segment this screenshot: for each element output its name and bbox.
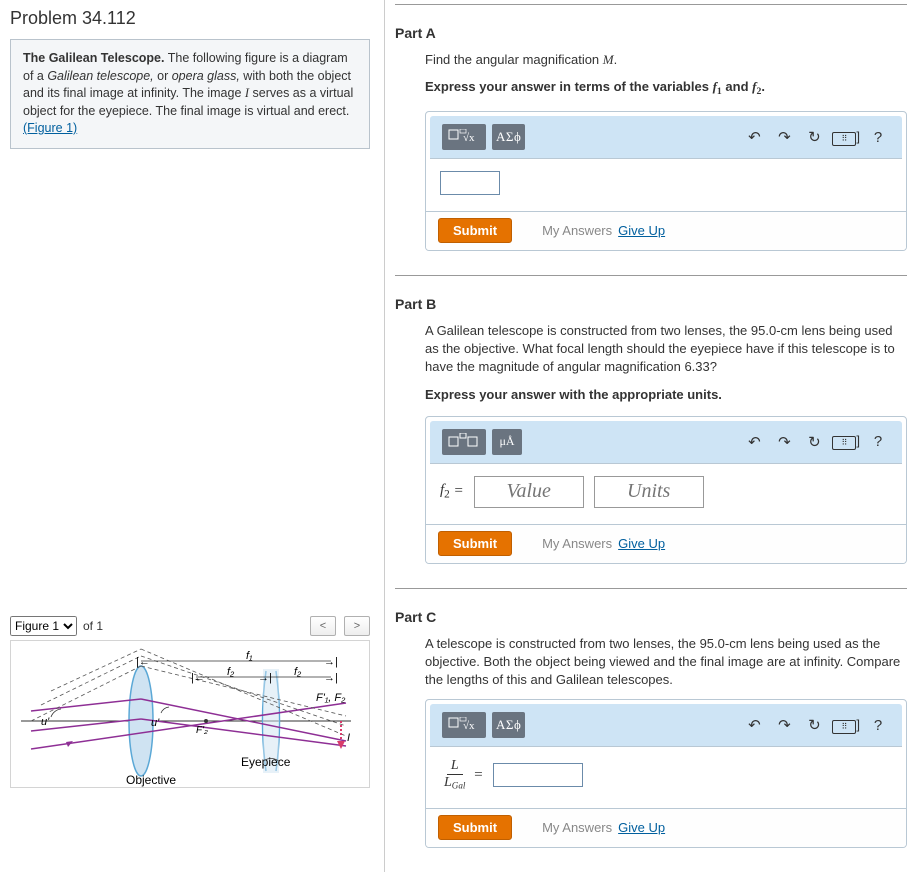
- help-button[interactable]: ?: [866, 431, 890, 453]
- template-button[interactable]: √x: [442, 124, 486, 150]
- svg-text:√x: √x: [463, 720, 475, 732]
- fraction-denominator: LGal: [440, 775, 469, 791]
- reset-button[interactable]: ↻: [802, 431, 826, 453]
- question-text: .: [614, 52, 618, 67]
- answer-panel-b: μÅ ↶ ↷ ↻ ⠿] ? f2 = Submit: [425, 416, 907, 564]
- template-button[interactable]: √x: [442, 712, 486, 738]
- svg-text:u': u': [151, 717, 160, 729]
- intro-heading: The Galilean Telescope.: [23, 51, 165, 65]
- bracket-icon: ]: [856, 129, 860, 144]
- svg-text:F'₂: F'₂: [196, 725, 208, 736]
- give-up-link[interactable]: Give Up: [618, 223, 665, 238]
- lhs-label: f2 =: [440, 482, 464, 500]
- submit-button[interactable]: Submit: [438, 815, 512, 840]
- part-b-question: A Galilean telescope is constructed from…: [425, 322, 907, 377]
- svg-text:Eyepiece: Eyepiece: [241, 755, 291, 769]
- instr-text: .: [761, 79, 765, 94]
- svg-text:→|: →|: [258, 672, 272, 684]
- svg-text:I: I: [347, 732, 350, 744]
- part-a-title: Part A: [395, 25, 907, 41]
- answer-input[interactable]: [493, 763, 583, 787]
- frac-den-var: L: [444, 775, 452, 790]
- give-up-link[interactable]: Give Up: [618, 536, 665, 551]
- keyboard-icon[interactable]: ⠿]: [832, 129, 860, 146]
- undo-button[interactable]: ↶: [742, 126, 766, 148]
- svg-text:f₂: f₂: [294, 666, 302, 678]
- svg-text:√x: √x: [463, 132, 475, 144]
- figure-next-button[interactable]: >: [344, 616, 370, 636]
- part-a-instruction: Express your answer in terms of the vari…: [425, 79, 907, 97]
- instr-text: and: [722, 79, 752, 94]
- figure-link[interactable]: (Figure 1): [23, 121, 77, 135]
- my-answers-link[interactable]: My Answers: [542, 223, 612, 238]
- svg-text:u': u': [41, 716, 50, 728]
- svg-text:|←: |←: [136, 656, 150, 668]
- greek-button[interactable]: ΑΣϕ: [492, 712, 525, 738]
- question-text: Find the angular magnification: [425, 52, 603, 67]
- part-b-instruction: Express your answer with the appropriate…: [425, 387, 907, 402]
- give-up-link[interactable]: Give Up: [618, 820, 665, 835]
- variable-m: M: [603, 52, 614, 67]
- intro-italic: Galilean telescope,: [47, 69, 153, 83]
- help-button[interactable]: ?: [866, 714, 890, 736]
- redo-button[interactable]: ↷: [772, 714, 796, 736]
- template-button[interactable]: [442, 429, 486, 455]
- submit-button[interactable]: Submit: [438, 531, 512, 556]
- variable-f2: f2: [752, 79, 761, 94]
- redo-button[interactable]: ↷: [772, 126, 796, 148]
- answer-input[interactable]: [440, 171, 500, 195]
- undo-button[interactable]: ↶: [742, 431, 766, 453]
- help-button[interactable]: ?: [866, 126, 890, 148]
- undo-button[interactable]: ↶: [742, 714, 766, 736]
- figure-diagram: |← →| f₁ |← →| →| f₂ f₂ F'₁, F₂ F'₂ u' u' I: [10, 640, 370, 788]
- bracket-icon: ]: [856, 717, 860, 732]
- submit-button[interactable]: Submit: [438, 218, 512, 243]
- svg-text:f₁: f₁: [246, 650, 253, 662]
- fraction-numerator: L: [447, 759, 463, 775]
- figure-count: of 1: [83, 619, 103, 633]
- keyboard-icon[interactable]: ⠿]: [832, 717, 860, 734]
- value-input[interactable]: [474, 476, 584, 508]
- intro-text: or: [154, 69, 172, 83]
- svg-text:→|: →|: [324, 672, 338, 684]
- my-answers-link[interactable]: My Answers: [542, 536, 612, 551]
- lhs-fraction: LLGal =: [440, 759, 483, 791]
- units-input[interactable]: [594, 476, 704, 508]
- intro-italic: opera glass,: [172, 69, 240, 83]
- reset-button[interactable]: ↻: [802, 126, 826, 148]
- svg-text:|←: |←: [191, 672, 205, 684]
- my-answers-link[interactable]: My Answers: [542, 820, 612, 835]
- instr-text: Express your answer in terms of the vari…: [425, 79, 713, 94]
- answer-panel-a: √x ΑΣϕ ↶ ↷ ↻ ⠿] ? Submit: [425, 111, 907, 251]
- units-button[interactable]: μÅ: [492, 429, 522, 455]
- svg-text:f₂: f₂: [227, 666, 235, 678]
- svg-text:F'₁, F₂: F'₁, F₂: [316, 692, 346, 704]
- bracket-icon: ]: [856, 433, 860, 448]
- part-b-title: Part B: [395, 296, 907, 312]
- answer-panel-c: √x ΑΣϕ ↶ ↷ ↻ ⠿] ? LLGal =: [425, 699, 907, 847]
- svg-text:→|: →|: [324, 656, 338, 668]
- reset-button[interactable]: ↻: [802, 714, 826, 736]
- frac-den-sub: Gal: [452, 781, 466, 791]
- variable-f1: f1: [713, 79, 722, 94]
- figure-selector[interactable]: Figure 1: [10, 616, 77, 636]
- keyboard-icon[interactable]: ⠿]: [832, 433, 860, 450]
- problem-intro: The Galilean Telescope. The following fi…: [10, 39, 370, 149]
- part-c-question: A telescope is constructed from two lens…: [425, 635, 907, 690]
- greek-button[interactable]: ΑΣϕ: [492, 124, 525, 150]
- redo-button[interactable]: ↷: [772, 431, 796, 453]
- svg-text:Objective: Objective: [126, 773, 176, 787]
- figure-prev-button[interactable]: <: [310, 616, 336, 636]
- problem-title: Problem 34.112: [10, 8, 374, 29]
- part-a-question: Find the angular magnification M.: [425, 51, 907, 69]
- part-c-title: Part C: [395, 609, 907, 625]
